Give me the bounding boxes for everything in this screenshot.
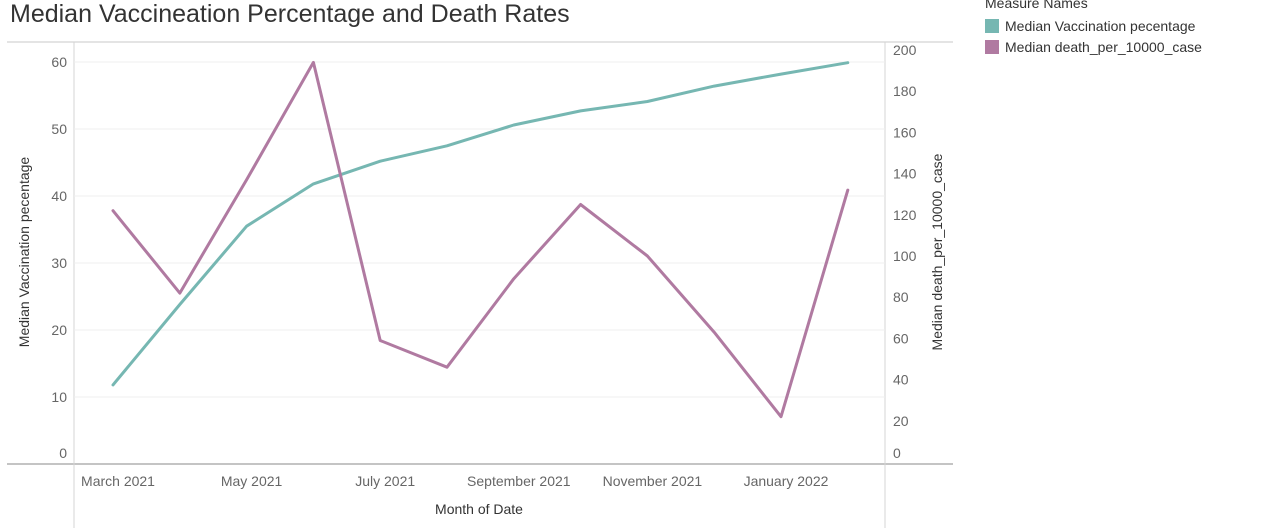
y2-tick-label: 100 bbox=[893, 248, 917, 264]
x-tick-label: November 2021 bbox=[603, 473, 703, 489]
y2-tick-label: 140 bbox=[893, 166, 917, 182]
x-tick-label: May 2021 bbox=[221, 473, 283, 489]
legend-item-vaccination[interactable]: Median Vaccination pecentage bbox=[985, 15, 1202, 36]
y-axis-ticks: 0 10 20 30 40 50 60 bbox=[51, 54, 67, 461]
y2-tick-label: 0 bbox=[893, 445, 901, 461]
x-axis-label: Month of Date bbox=[435, 501, 523, 517]
legend-swatch-vaccination bbox=[985, 18, 999, 33]
y-tick-label: 60 bbox=[51, 54, 67, 70]
y-tick-label: 0 bbox=[59, 445, 67, 461]
gridlines bbox=[74, 61, 885, 398]
y2-tick-label: 40 bbox=[893, 372, 909, 388]
y-axis-label: Median Vaccination pecentage bbox=[16, 157, 32, 348]
x-tick-label: March 2021 bbox=[81, 473, 155, 489]
y2-axis-ticks: 0 20 40 60 80 100 120 140 160 180 200 bbox=[893, 42, 917, 461]
legend-label-vaccination: Median Vaccination pecentage bbox=[1005, 17, 1196, 34]
x-tick-label: September 2021 bbox=[467, 473, 571, 489]
legend-title: Measure Names bbox=[985, 0, 1088, 11]
legend: Measure Names Median Vaccination pecenta… bbox=[985, 0, 1202, 57]
series-lines bbox=[111, 60, 850, 419]
chart-title: Median Vaccineation Percentage and Death… bbox=[10, 0, 570, 28]
y-tick-label: 10 bbox=[51, 389, 67, 405]
y-tick-label: 40 bbox=[51, 188, 67, 204]
x-axis-ticks: March 2021 May 2021 July 2021 September 202… bbox=[81, 473, 829, 489]
y2-tick-label: 200 bbox=[893, 42, 917, 58]
y-tick-label: 20 bbox=[51, 322, 67, 338]
x-tick-label: January 2022 bbox=[744, 473, 829, 489]
y2-tick-label: 160 bbox=[893, 124, 917, 140]
y2-tick-label: 80 bbox=[893, 289, 909, 305]
legend-item-death[interactable]: Median death_per_10000_case bbox=[985, 36, 1202, 57]
y2-tick-label: 60 bbox=[893, 330, 909, 346]
y-tick-label: 50 bbox=[51, 121, 67, 137]
legend-swatch-death bbox=[985, 39, 999, 54]
y2-tick-label: 180 bbox=[893, 83, 917, 99]
legend-label-death: Median death_per_10000_case bbox=[1005, 38, 1202, 55]
y-tick-label: 30 bbox=[51, 255, 67, 271]
series-line-death bbox=[111, 60, 850, 419]
x-tick-label: July 2021 bbox=[355, 473, 415, 489]
y2-axis-label: Median death_per_10000_case bbox=[929, 153, 945, 350]
y2-tick-label: 120 bbox=[893, 207, 917, 223]
series-line-vaccination bbox=[111, 61, 850, 387]
y2-tick-label: 20 bbox=[893, 413, 909, 429]
